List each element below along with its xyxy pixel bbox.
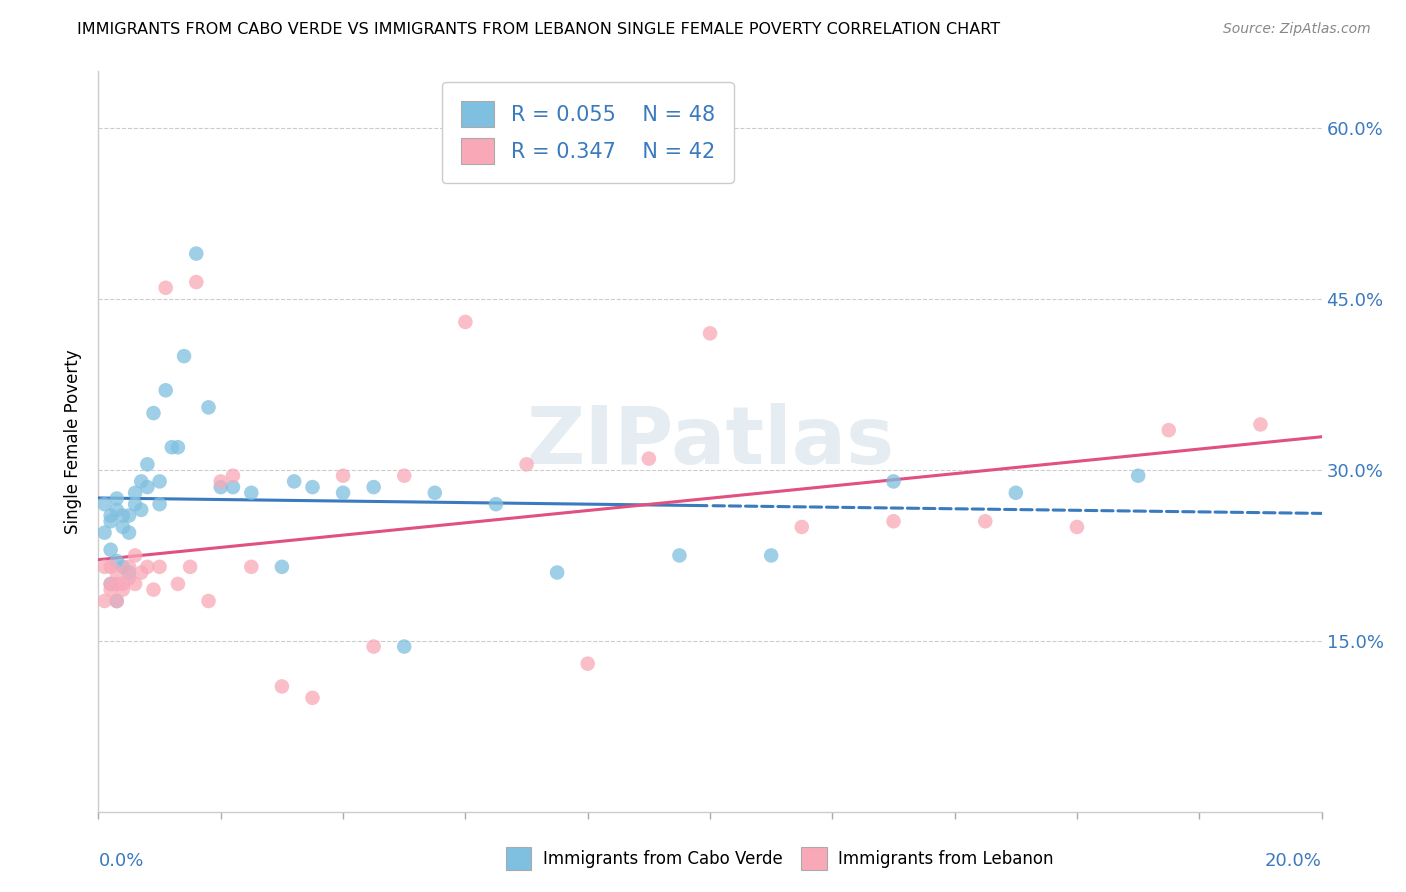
Point bbox=[668, 549, 690, 563]
Point bbox=[100, 577, 122, 591]
Point bbox=[118, 508, 141, 523]
Point bbox=[423, 485, 446, 500]
Point bbox=[546, 566, 568, 580]
Point bbox=[883, 475, 905, 489]
Point bbox=[149, 497, 172, 511]
Text: Immigrants from Cabo Verde: Immigrants from Cabo Verde bbox=[543, 849, 783, 868]
Point bbox=[142, 406, 165, 420]
Point bbox=[167, 440, 190, 454]
Point bbox=[485, 497, 508, 511]
Text: IMMIGRANTS FROM CABO VERDE VS IMMIGRANTS FROM LEBANON SINGLE FEMALE POVERTY CORR: IMMIGRANTS FROM CABO VERDE VS IMMIGRANTS… bbox=[77, 22, 1001, 37]
Point bbox=[1249, 417, 1271, 432]
Point bbox=[129, 566, 152, 580]
Point bbox=[392, 468, 416, 483]
Point bbox=[155, 281, 177, 295]
Point bbox=[186, 275, 208, 289]
Point bbox=[283, 475, 305, 489]
Point bbox=[105, 554, 128, 568]
Point bbox=[392, 640, 416, 654]
Text: Immigrants from Lebanon: Immigrants from Lebanon bbox=[838, 849, 1053, 868]
Point bbox=[699, 326, 721, 341]
Point bbox=[270, 559, 292, 574]
Y-axis label: Single Female Poverty: Single Female Poverty bbox=[65, 350, 83, 533]
Point bbox=[974, 514, 997, 528]
Point bbox=[111, 559, 134, 574]
Point bbox=[790, 520, 813, 534]
Point bbox=[111, 508, 134, 523]
Point bbox=[240, 559, 263, 574]
Point bbox=[118, 571, 141, 585]
Point bbox=[93, 525, 115, 540]
Point bbox=[363, 640, 385, 654]
Point bbox=[124, 485, 146, 500]
Point bbox=[105, 566, 128, 580]
Point bbox=[118, 566, 141, 580]
Text: Source: ZipAtlas.com: Source: ZipAtlas.com bbox=[1223, 22, 1371, 37]
Point bbox=[209, 475, 232, 489]
Point bbox=[93, 559, 115, 574]
Point bbox=[100, 559, 122, 574]
Point bbox=[332, 468, 354, 483]
Point bbox=[454, 315, 477, 329]
Point bbox=[1004, 485, 1026, 500]
Point bbox=[124, 497, 146, 511]
Point bbox=[270, 680, 292, 694]
Point bbox=[100, 514, 122, 528]
Point bbox=[100, 508, 122, 523]
Point bbox=[332, 485, 354, 500]
Point bbox=[124, 549, 146, 563]
Point bbox=[160, 440, 183, 454]
Point bbox=[111, 577, 134, 591]
Point bbox=[759, 549, 782, 563]
Text: ZIPatlas: ZIPatlas bbox=[526, 402, 894, 481]
Point bbox=[136, 458, 159, 472]
Point bbox=[516, 458, 538, 472]
Point bbox=[124, 577, 146, 591]
Point bbox=[100, 582, 122, 597]
Text: 0.0%: 0.0% bbox=[98, 853, 143, 871]
Point bbox=[167, 577, 190, 591]
Point bbox=[93, 497, 115, 511]
Point bbox=[301, 690, 323, 705]
Point bbox=[1128, 468, 1150, 483]
Point bbox=[209, 480, 232, 494]
Point bbox=[197, 401, 219, 415]
Point bbox=[100, 577, 122, 591]
Point bbox=[883, 514, 905, 528]
Point bbox=[111, 582, 134, 597]
Point bbox=[149, 559, 172, 574]
Point bbox=[179, 559, 201, 574]
Point bbox=[240, 485, 263, 500]
Point bbox=[136, 559, 159, 574]
Point bbox=[105, 577, 128, 591]
Point bbox=[142, 582, 165, 597]
Point bbox=[93, 594, 115, 608]
Point bbox=[576, 657, 599, 671]
Point bbox=[100, 542, 122, 557]
Point bbox=[105, 503, 128, 517]
Legend: R = 0.055    N = 48, R = 0.347    N = 42: R = 0.055 N = 48, R = 0.347 N = 42 bbox=[441, 82, 734, 183]
Point bbox=[118, 525, 141, 540]
Point bbox=[155, 384, 177, 398]
Point bbox=[118, 559, 141, 574]
Point bbox=[136, 480, 159, 494]
Point bbox=[1066, 520, 1088, 534]
Point bbox=[186, 246, 208, 260]
Point bbox=[149, 475, 172, 489]
Point bbox=[129, 475, 152, 489]
Point bbox=[105, 594, 128, 608]
Point bbox=[173, 349, 195, 363]
Point bbox=[105, 594, 128, 608]
Point bbox=[1157, 423, 1180, 437]
Point bbox=[637, 451, 661, 466]
Point bbox=[197, 594, 219, 608]
Text: 20.0%: 20.0% bbox=[1265, 853, 1322, 871]
Point bbox=[105, 491, 128, 506]
Point bbox=[111, 520, 134, 534]
Point bbox=[363, 480, 385, 494]
Point bbox=[129, 503, 152, 517]
Point bbox=[222, 480, 245, 494]
Point bbox=[222, 468, 245, 483]
Point bbox=[301, 480, 323, 494]
